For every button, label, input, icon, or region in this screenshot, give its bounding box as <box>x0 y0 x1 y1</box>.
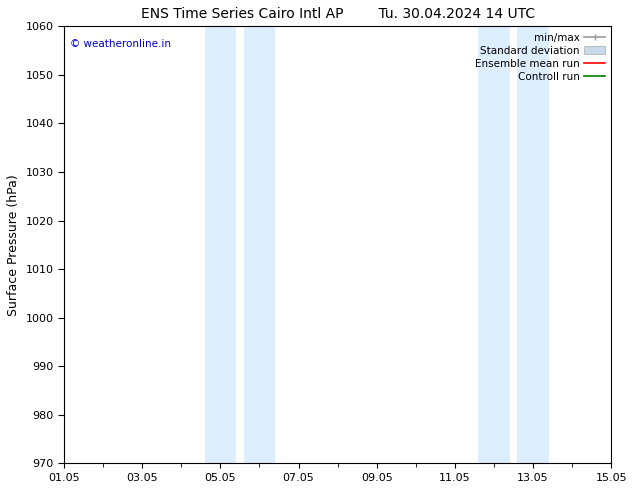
Bar <box>478 26 510 464</box>
Text: © weatheronline.in: © weatheronline.in <box>70 39 171 49</box>
Legend: min/max, Standard deviation, Ensemble mean run, Controll run: min/max, Standard deviation, Ensemble me… <box>471 28 609 86</box>
Title: ENS Time Series Cairo Intl AP        Tu. 30.04.2024 14 UTC: ENS Time Series Cairo Intl AP Tu. 30.04.… <box>141 7 534 21</box>
Bar <box>205 26 236 464</box>
Bar <box>517 26 548 464</box>
Bar <box>244 26 275 464</box>
Y-axis label: Surface Pressure (hPa): Surface Pressure (hPa) <box>7 174 20 316</box>
